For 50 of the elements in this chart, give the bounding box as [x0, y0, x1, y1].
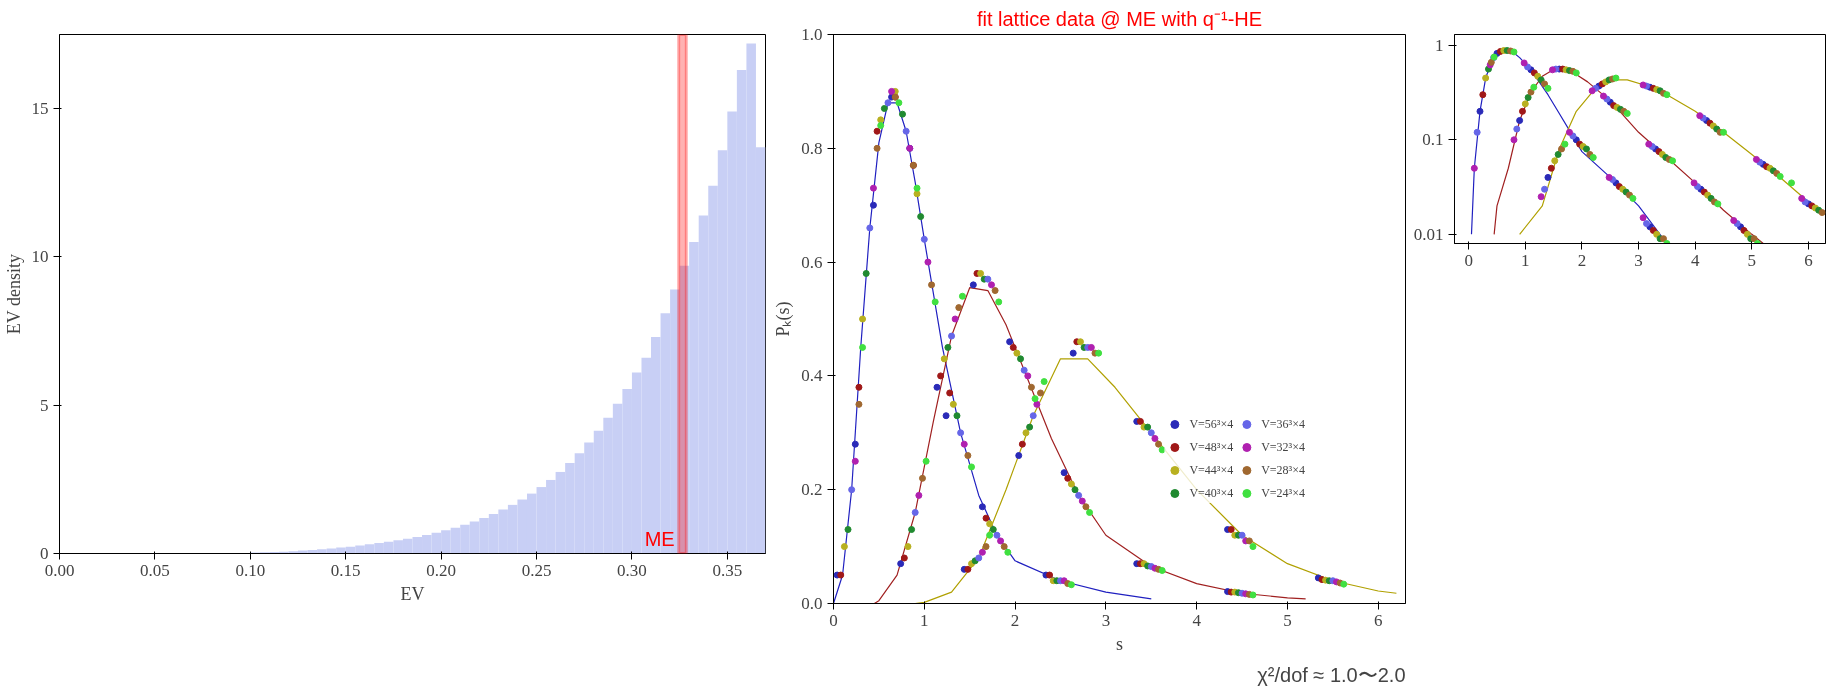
band-label: ME	[644, 527, 675, 550]
legend-label: V=28³×4	[1261, 462, 1305, 478]
y-tick-label: 1	[1435, 35, 1444, 55]
y-tick-label: 5	[40, 395, 49, 415]
y-tick-label: 0.0	[801, 594, 823, 613]
x-tick-label: 0	[829, 610, 838, 630]
legend-label: V=48³×4	[1189, 439, 1234, 455]
x-tick-label: 0.35	[712, 560, 743, 580]
x-tick-label: 0.05	[140, 560, 170, 580]
legend-label: V=24³×4	[1261, 485, 1305, 501]
legend-label: V=44³×4	[1189, 462, 1234, 478]
legend-label: V=32³×4	[1261, 439, 1305, 455]
x-tick-label: 3	[1634, 250, 1643, 270]
x-tick-label: 3	[1101, 610, 1111, 630]
y-tick-label: 0	[40, 544, 49, 563]
legend-label: V=56³×4	[1189, 416, 1234, 432]
x-tick-label: 0.30	[617, 560, 647, 580]
y-tick-label: 0.4	[801, 366, 823, 386]
x-axis-title: s	[1116, 633, 1124, 654]
y-tick-label: 10	[31, 247, 49, 267]
y-tick-label: 15	[31, 99, 49, 119]
legend-label: V=36³×4	[1261, 416, 1305, 432]
x-tick-label: 1	[1521, 250, 1530, 270]
x-tick-label: 6	[1804, 250, 1813, 270]
y-axis-title: Pₖ(s)	[773, 301, 795, 337]
x-tick-label: 2	[1010, 610, 1020, 630]
x-tick-label: 0.10	[235, 560, 266, 580]
y-tick-label: 0.2	[801, 480, 823, 500]
x-tick-label: 2	[1577, 250, 1587, 270]
y-tick-label: 0.6	[801, 252, 823, 272]
x-tick-label: 1	[920, 610, 929, 630]
x-tick-label: 0.15	[330, 560, 361, 580]
chart-title: fit lattice data @ ME with q⁻¹-HE	[976, 7, 1263, 30]
y-tick-label: 0.01	[1413, 224, 1444, 244]
x-axis-title: EV	[400, 583, 425, 604]
text: χ²/dof ≈ 1.0〜2.0	[1257, 663, 1406, 686]
x-tick-label: 0.20	[426, 560, 456, 580]
legend-label: V=40³×4	[1189, 485, 1234, 501]
x-tick-label: 5	[1283, 610, 1292, 630]
x-tick-label: 4	[1690, 250, 1700, 270]
y-axis-title: EV density	[3, 254, 24, 335]
x-tick-label: 0.25	[521, 560, 552, 580]
y-tick-label: 0.8	[801, 138, 823, 158]
x-tick-label: 0.00	[44, 560, 75, 580]
y-tick-label: 0.1	[1422, 130, 1444, 150]
x-tick-label: 5	[1747, 250, 1757, 270]
x-tick-label: 0	[1464, 250, 1473, 270]
x-tick-label: 6	[1374, 610, 1383, 630]
x-tick-label: 4	[1192, 610, 1202, 630]
y-tick-label: 1.0	[801, 25, 823, 44]
